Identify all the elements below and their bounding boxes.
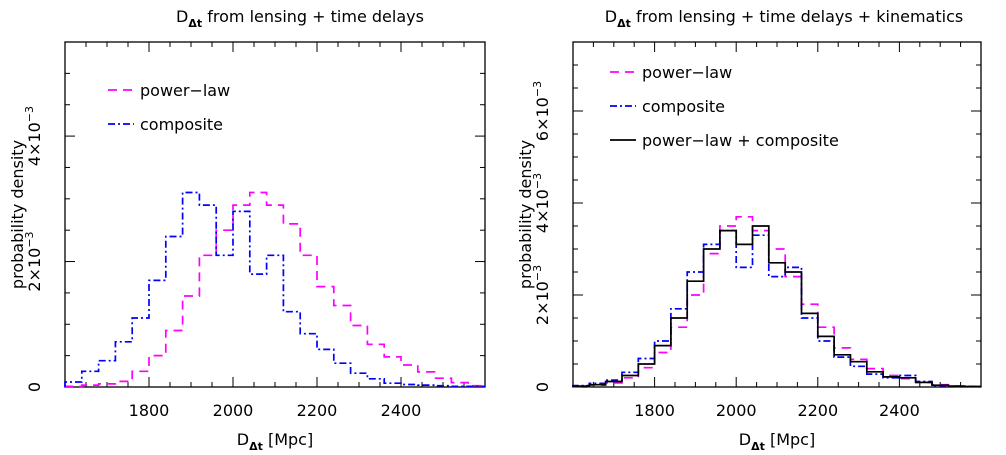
y-tick-label: 2×10−3: [23, 231, 44, 291]
x-tick-label: 2200: [797, 401, 838, 420]
chart-title: DΔt from lensing + time delays + kinemat…: [605, 7, 963, 30]
y-tick-label: 0: [533, 382, 552, 392]
y-axis-label: probability density: [8, 140, 27, 289]
y-axis-label: probability density: [516, 140, 535, 289]
y-tick-label: 6×10−3: [531, 81, 552, 141]
x-tick-label: 2200: [297, 401, 338, 420]
plot-frame: [64, 41, 486, 388]
x-tick-label: 2400: [879, 401, 920, 420]
legend-label: power−law: [140, 81, 230, 100]
x-axis-label: DΔt [Mpc]: [739, 430, 815, 453]
x-tick-label: 1800: [129, 401, 170, 420]
histogram-series-line: [572, 215, 981, 388]
histogram-series-line: [64, 191, 485, 388]
chart-title: DΔt from lensing + time delays: [176, 7, 424, 30]
legend-label: power−law + composite: [642, 131, 839, 150]
x-axis-label: DΔt [Mpc]: [237, 430, 313, 453]
y-tick-label: 4×10−3: [23, 106, 44, 166]
plot-frame: [572, 41, 982, 388]
right-histogram-panel: DΔt from lensing + time delays + kinemat…: [516, 7, 982, 453]
left-histogram-panel: DΔt from lensing + time delays DΔt [Mpc] p…: [8, 7, 486, 453]
legend-label: composite: [642, 97, 725, 116]
x-tick-label: 1800: [634, 401, 675, 420]
y-tick-label: 2×10−3: [531, 265, 552, 325]
histogram-series-line: [572, 229, 981, 388]
x-tick-label: 2400: [381, 401, 422, 420]
y-tick-label: 4×10−3: [531, 173, 552, 233]
legend-label: power−law: [642, 63, 732, 82]
histogram-series-line: [64, 191, 485, 388]
histogram-series-line: [572, 225, 981, 388]
y-tick-label: 0: [25, 382, 44, 392]
x-tick-label: 2000: [213, 401, 254, 420]
legend-label: composite: [140, 115, 223, 134]
x-tick-label: 2000: [716, 401, 757, 420]
